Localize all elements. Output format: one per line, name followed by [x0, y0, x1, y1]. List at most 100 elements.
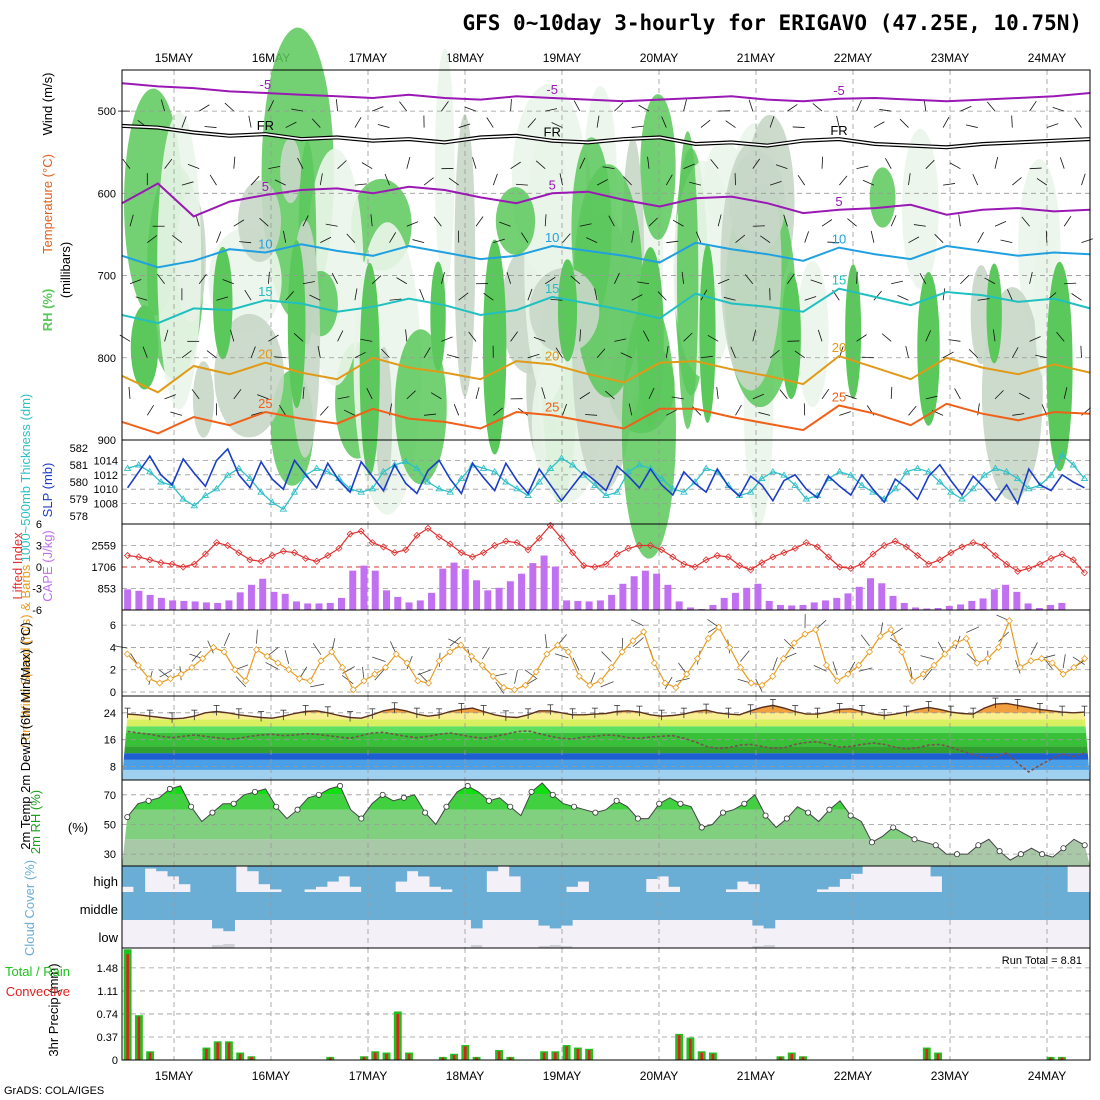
wind-barb [198, 273, 207, 285]
rh-point [932, 842, 939, 849]
wind-barb [628, 403, 633, 416]
wind-barb [384, 173, 390, 186]
cloud-cell [1012, 892, 1024, 920]
thickness-point [846, 471, 855, 478]
wind-barb [700, 355, 713, 359]
rh-core [637, 247, 664, 427]
cape-bar [686, 607, 694, 610]
cloud-cell [338, 866, 351, 877]
wind-point [618, 648, 626, 656]
temp-bands [122, 703, 1090, 780]
wind-barb [406, 221, 419, 227]
cape-bar [416, 600, 424, 610]
chart-title: GFS 0~10day 3-hourly for ERIGAVO (47.25E… [462, 11, 1082, 35]
li-point [313, 557, 321, 565]
cloud-level-label: low [98, 930, 118, 945]
cloud-cell [600, 866, 613, 892]
wind-barb [257, 394, 269, 400]
cape-bar [765, 600, 773, 610]
thickness-point [301, 471, 310, 478]
wind-barb [596, 179, 608, 186]
cloud-cell [782, 866, 795, 892]
cloud-cell [531, 866, 544, 892]
wind-barb [195, 214, 200, 227]
cloud-cell [828, 866, 840, 887]
rh-point [166, 785, 173, 792]
wind-barb [984, 277, 996, 285]
cloud-cell [1044, 866, 1057, 892]
thickness-point [891, 484, 900, 492]
date-label-top: 20MAY [640, 51, 678, 65]
wind-point [457, 641, 465, 649]
wind-barb [638, 104, 650, 112]
li-point [557, 534, 566, 542]
precip-conv-bar [216, 1042, 219, 1060]
wind-barb [521, 232, 529, 243]
wind-barb [510, 99, 512, 112]
wind-barb-10m [524, 669, 537, 679]
thickness-point [802, 495, 811, 502]
date-label-bottom: 24MAY [1028, 1069, 1066, 1083]
slp-line [126, 447, 1085, 506]
cloud-cell [634, 866, 647, 892]
cloud-cell [213, 866, 225, 892]
thickness-point [1069, 461, 1078, 468]
rh-core [917, 271, 940, 426]
wind-barb [637, 281, 650, 285]
li-point [869, 550, 877, 558]
cloud-cell [361, 866, 373, 892]
li-point [658, 546, 666, 554]
cloud-cell [224, 866, 237, 892]
cape-bar [608, 594, 616, 610]
rh-shade [495, 187, 536, 255]
wind-point [220, 648, 228, 656]
panel-frame [121, 947, 1091, 1061]
thickness-point [947, 488, 955, 495]
wind-barb-10m [813, 664, 827, 672]
thickness-point [980, 471, 989, 478]
thickness-point [613, 488, 621, 495]
thickness-point [924, 467, 933, 475]
rh-point [273, 803, 280, 810]
cape-bar [304, 603, 312, 610]
wind-point [962, 634, 970, 643]
cloud-cell [377, 892, 390, 920]
cape-bar [135, 590, 143, 610]
cape-bar [709, 604, 717, 610]
cloud-cell [212, 920, 224, 929]
date-label-top: 23MAY [931, 51, 969, 65]
cloud-cell [366, 892, 379, 920]
cloud-cell [633, 892, 646, 920]
wind-barb [515, 183, 528, 186]
isotherm-10 [121, 241, 1091, 269]
cloud-cell [166, 892, 179, 920]
wind-barb [551, 122, 563, 128]
wind-barb [360, 338, 373, 342]
precip-legend-conv: Convective [6, 984, 70, 999]
wind-barb [468, 331, 477, 342]
wind-barb [1080, 345, 1082, 358]
low-cloud-cell [763, 945, 775, 948]
wind-barb [717, 214, 722, 227]
precip-tick: 1.11 [97, 986, 118, 998]
cloud-cell [689, 892, 701, 920]
thickness-point [991, 464, 1000, 471]
wind-barb [475, 216, 484, 227]
cloud-cell [144, 892, 156, 920]
wind-barb [1029, 336, 1041, 342]
rh-point [337, 782, 344, 789]
cape-bar [529, 563, 537, 610]
wind-barb [268, 271, 270, 284]
li-point [279, 547, 287, 555]
wind-barb [775, 164, 788, 170]
wind-point [521, 681, 529, 689]
wind-barb [510, 331, 518, 342]
cloud-cell [700, 892, 713, 920]
cape-bar [124, 589, 132, 610]
upper-temp-label: Temperature (°C) [40, 154, 55, 254]
wind-point [919, 670, 927, 678]
cloud-cell [745, 892, 757, 920]
wind-barb [302, 281, 315, 285]
date-label-bottom: 20MAY [640, 1069, 678, 1083]
thickness-point [424, 478, 432, 485]
